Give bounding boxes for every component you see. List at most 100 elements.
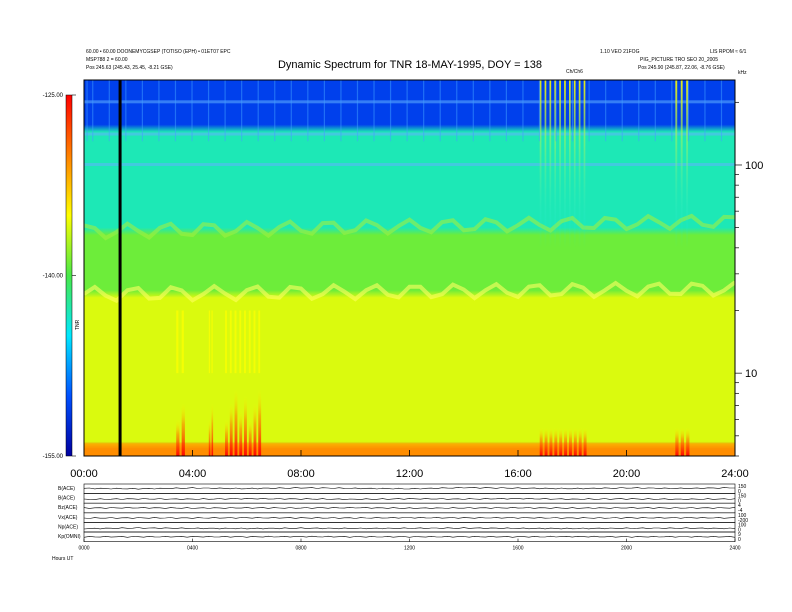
streak [621,80,623,142]
lower-panel-value: 150 [738,484,747,490]
burst-upper [573,80,576,248]
lower-panel-label: Bz(ACE) [58,505,78,511]
streak [638,80,640,142]
colorbar-ticks: -125.00 -140.00 -155.00 [43,93,76,460]
burst-upper [239,310,242,374]
burst-streak [211,402,214,456]
spectrogram-x-axis: 00:00 04:00 08:00 12:00 16:00 20:00 24:00 [70,450,749,480]
band-boundary [84,213,735,241]
burst-upper [248,310,251,374]
lower-panel-label: Np(ACE) [58,524,78,530]
burst-streak [680,427,685,456]
burst-upper [578,80,581,248]
burst-streak [559,427,563,456]
burst-upper [554,80,557,248]
streak [274,80,276,142]
burst-streak [258,388,262,456]
lower-x-tick-label: 0400 [187,546,198,552]
burst-streak [583,427,587,456]
burst-upper [258,310,261,374]
streak [472,80,474,142]
burst-streak [234,388,238,456]
burst-streak [544,427,548,456]
header-right-position: Pos 245.90 (245.87, 22.06, -8.76 GSE) [638,65,725,71]
burst-upper [234,310,237,374]
colorbar-scale [65,94,73,457]
burst-upper [680,80,683,248]
streak [340,80,342,142]
colorbar-tick-label: -125.00 [43,93,64,99]
streak [125,80,127,142]
burst-upper [675,80,678,248]
frequency-unit-label: kHz [738,70,747,76]
streak [505,80,507,142]
burst-upper [583,80,586,248]
x-tick-label: 04:00 [179,468,207,480]
header-center-small: Ch/Ch6 [566,69,583,75]
x-tick-label: 16:00 [504,468,532,480]
streak [406,80,408,142]
streak [720,80,723,142]
lower-x-tick-label: 1200 [404,546,415,552]
lower-panel-value: 150 [738,494,747,500]
spectrogram-y-axis: 10 100 [735,101,763,457]
streak [555,80,557,142]
burst-streak [176,419,180,456]
lower-x-tick-label: 1600 [512,546,523,552]
colorbar: -125.00 -140.00 -155.00 TNR [43,93,81,460]
streak [522,80,524,142]
streak [224,80,226,142]
x-tick-label: 00:00 [70,468,98,480]
streak [141,80,143,142]
lower-panel-trace [83,497,736,501]
streak [207,80,210,142]
streak [108,80,110,142]
lower-x-tick-label: 2400 [729,546,740,552]
streak [307,80,309,142]
spectrogram-bursts [176,80,690,456]
lower-panel-value: -4 [738,508,743,514]
lower-panel-value: 4 [738,503,741,509]
lower-panel-label: B(ACE) [58,496,75,502]
lower-corner-label: Hours UT [52,556,73,562]
band-boundary [84,280,735,304]
streak [389,80,392,142]
x-tick-label: 20:00 [613,468,641,480]
lower-panel-value: 9 [738,532,741,538]
streak [373,80,375,142]
lower-panel-trace [83,516,736,519]
x-tick-label: 08:00 [287,468,315,480]
header-right-line1: 1.10 VEO 21FOG [600,49,640,55]
lower-panel-value: 0 [738,499,741,505]
band-stripe [84,162,735,166]
streak [191,80,193,142]
burst-upper [568,80,571,248]
burst-streak [675,427,679,456]
burst-upper [559,80,561,248]
burst-streak [564,427,568,456]
y-tick-label: 100 [745,160,763,172]
burst-streak [244,395,247,456]
lower-panel-value: 0 [738,489,741,495]
burst-streak [573,427,577,456]
streak [158,80,160,142]
lower-panel-value: 100 [738,522,747,528]
streak [671,80,673,142]
lower-panel-label: B(ACE) [58,486,75,492]
colorbar-tick-label: -140.00 [43,274,64,280]
header-left-line2: MSP788 2 = 60.00 [86,57,128,63]
header-left-line1: 60.00 • 60.00 DOONEMYCGSEP (TOTISO (EPH)… [86,49,231,55]
burst-streak [549,427,553,456]
colorbar-label: TNR [75,319,81,330]
x-tick-label: 12:00 [396,468,424,480]
streak [423,80,425,142]
burst-upper [211,310,213,374]
burst-streak [554,427,558,456]
lower-panel-value: 0 [738,537,741,543]
streak [489,80,491,142]
lower-panel-trace [83,535,736,538]
burst-streak [208,419,211,456]
burst-upper [225,310,227,374]
burst-upper [544,80,547,248]
